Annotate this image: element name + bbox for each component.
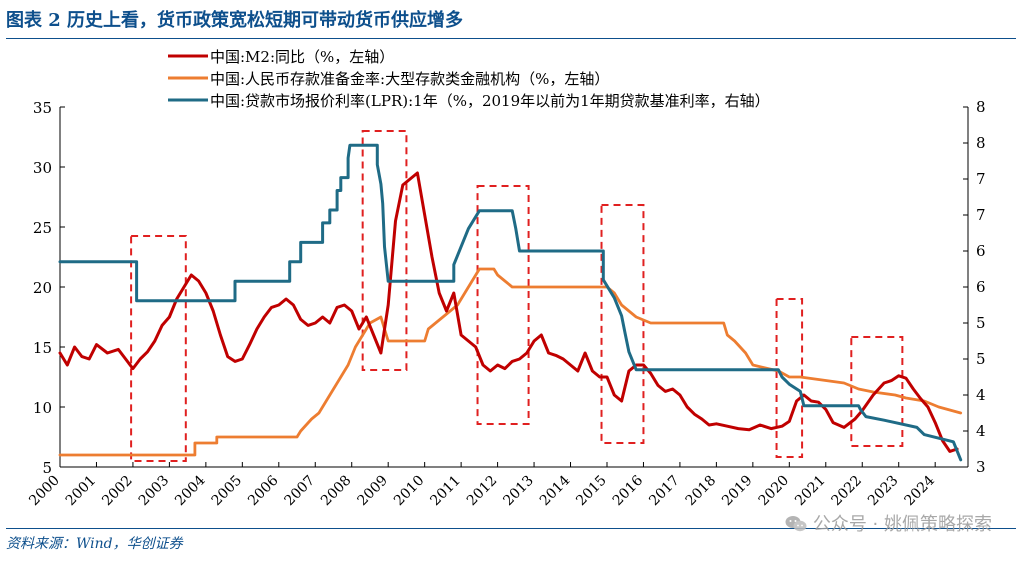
x-tick-label: 2002	[99, 473, 136, 510]
series-line-1	[58, 267, 963, 457]
source-note: 资料来源：Wind，华创证券	[6, 528, 1016, 565]
y-right-tick-label: 6	[976, 242, 986, 260]
x-tick-label: 2020	[756, 473, 793, 510]
wechat-icon	[785, 516, 807, 532]
chart-series	[58, 143, 963, 462]
watermark-text: 公众号 · 姚佩策略探索	[812, 514, 992, 535]
y-right-tick-label: 7	[976, 170, 986, 188]
series-line-2	[58, 143, 963, 462]
x-tick-label: 2011	[427, 473, 464, 510]
x-tick-label: 2009	[355, 473, 392, 510]
y-left-tick-label: 25	[33, 219, 52, 237]
x-tick-label: 2012	[464, 473, 501, 510]
x-tick-label: 2016	[610, 472, 647, 509]
x-tick-label: 2021	[792, 473, 829, 510]
highlight-box	[130, 235, 187, 462]
highlight-box	[775, 298, 804, 458]
x-tick-label: 2017	[646, 473, 683, 510]
y-right-tick-label: 4	[976, 422, 986, 440]
y-left-tick-label: 15	[33, 339, 52, 357]
highlight-box	[476, 185, 530, 425]
y-left-tick-label: 5	[42, 459, 52, 477]
y-left-tick-label: 10	[33, 399, 52, 417]
chart-axes: 5 10 15 20 25 30 35 3 4 4 5 5 6 6 7 7 8 8 2000 2001 2002 2003…	[26, 98, 985, 509]
x-tick-label: 2007	[282, 473, 319, 510]
x-tick-label: 2001	[63, 473, 100, 510]
y-right-tick-label: 7	[976, 206, 986, 224]
x-tick-label: 2005	[209, 473, 246, 510]
page-title: 图表 2 历史上看，货币政策宽松短期可带动货币供应增多	[6, 4, 1016, 39]
chart-legend: 中国:M2:同比（%，左轴） 中国:人民币存款准备金率:大型存款类金融机构（%，左…	[168, 48, 770, 110]
x-tick-label: 2004	[172, 472, 209, 509]
y-left-tick-label: 20	[33, 279, 52, 297]
x-tick-label: 2023	[865, 473, 902, 510]
y-right-tick-label: 5	[976, 350, 986, 368]
highlight-boxes	[130, 130, 904, 462]
x-tick-label: 2018	[683, 473, 720, 510]
x-tick-label: 2006	[245, 472, 282, 509]
series-line-0	[58, 171, 959, 453]
x-tick-label: 2000	[26, 473, 63, 510]
y-right-tick-label: 8	[976, 98, 986, 116]
legend-label-1: 中国:人民币存款准备金率:大型存款类金融机构（%，左轴）	[210, 70, 609, 88]
x-tick-label: 2003	[136, 473, 173, 510]
x-tick-label: 2019	[719, 473, 756, 510]
legend-label-2: 中国:贷款市场报价利率(LPR):1年（%，2019年以前为1年期贷款基准利率，…	[210, 92, 770, 110]
highlight-box	[850, 336, 904, 447]
y-right-tick-label: 8	[976, 134, 986, 152]
x-tick-label: 2015	[573, 473, 610, 510]
x-tick-label: 2013	[500, 473, 537, 510]
y-right-tick-label: 4	[976, 386, 986, 404]
legend-label-0: 中国:M2:同比（%，左轴）	[210, 48, 394, 66]
highlight-box	[361, 130, 408, 371]
y-right-tick-label: 6	[976, 278, 986, 296]
x-tick-label: 2022	[829, 473, 866, 510]
x-tick-label: 2008	[318, 473, 355, 510]
y-right-tick-label: 3	[976, 458, 986, 476]
y-left-tick-label: 30	[33, 159, 52, 177]
x-tick-label: 2014	[537, 472, 574, 509]
y-right-tick-label: 5	[976, 314, 986, 332]
watermark: 公众号 · 姚佩策略探索	[785, 510, 992, 536]
x-tick-label: 2024	[901, 472, 938, 509]
y-left-tick-label: 35	[33, 99, 52, 117]
highlight-box	[600, 204, 645, 444]
x-tick-label: 2010	[391, 473, 428, 510]
